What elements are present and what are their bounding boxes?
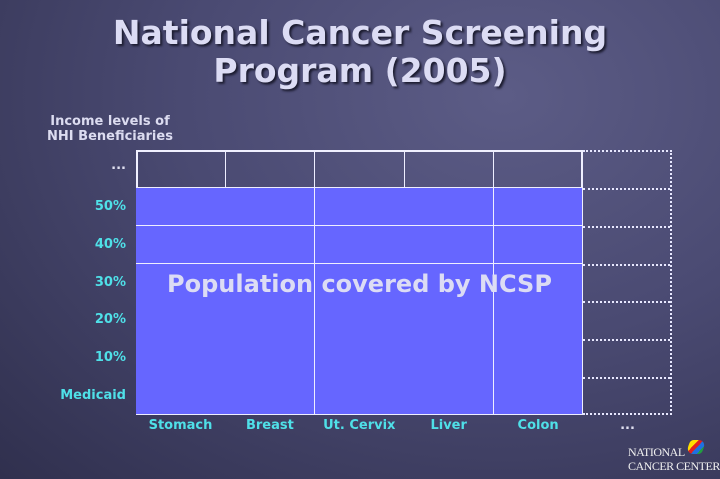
- uncovered-cell: [404, 150, 495, 189]
- covered-cell: [136, 225, 226, 265]
- covered-cell: [136, 301, 226, 340]
- uncovered-cell: [225, 150, 316, 189]
- national-cancer-center-logo: NATIONAL CANCER CENTER: [628, 445, 720, 473]
- covered-cell: [225, 263, 316, 302]
- y-axis-title-line-2: NHI Beneficiaries: [47, 129, 173, 144]
- title-line-1: National Cancer Screening: [112, 13, 608, 52]
- row-label: 30%: [94, 274, 126, 290]
- row-label: 10%: [94, 350, 126, 366]
- covered-cell: [136, 339, 226, 378]
- uncovered-cell: [314, 150, 405, 189]
- covered-cell: [314, 301, 405, 340]
- extension-row-line: [583, 225, 670, 228]
- extension-row-line: [583, 301, 670, 304]
- column-label: Breast: [245, 418, 294, 433]
- covered-cell: [404, 225, 495, 265]
- column-label: Stomach: [148, 418, 213, 433]
- uncovered-cell: [136, 150, 226, 189]
- slide-title: National Cancer Screening Program (2005): [0, 14, 720, 90]
- column-label: Ut. Cervix: [323, 418, 396, 433]
- logo-line-2: CANCER CENTER: [628, 459, 720, 473]
- row-label: Medicaid: [60, 388, 126, 404]
- coverage-grid: [136, 150, 583, 416]
- extension-row-line: [583, 339, 670, 342]
- title-line-2: Program (2005): [213, 51, 507, 90]
- column-label: ...: [620, 418, 635, 433]
- covered-cell: [314, 377, 405, 416]
- covered-cell: [404, 339, 495, 378]
- extension-row-line: [583, 377, 670, 380]
- covered-cell: [314, 187, 405, 227]
- covered-cell: [404, 301, 495, 340]
- extension-column: [583, 150, 672, 415]
- covered-cell: [493, 339, 583, 378]
- covered-cell: [314, 225, 405, 265]
- covered-cell: [136, 187, 226, 227]
- covered-cell: [225, 225, 316, 265]
- y-axis-title-line-1: Income levels of: [50, 114, 170, 129]
- row-label: ...: [111, 158, 126, 173]
- covered-cell: [404, 377, 495, 416]
- row-label: 20%: [94, 312, 126, 328]
- extension-row-line: [583, 263, 670, 266]
- covered-cell: [225, 339, 316, 378]
- row-label: 40%: [94, 236, 126, 252]
- column-label: Colon: [517, 418, 559, 433]
- covered-cell: [225, 301, 316, 340]
- row-label: 50%: [94, 198, 126, 214]
- covered-cell: [404, 187, 495, 227]
- covered-cell: [225, 187, 316, 227]
- covered-cell: [225, 377, 316, 416]
- covered-cell: [493, 225, 583, 265]
- covered-cell: [404, 263, 495, 302]
- covered-cell: [314, 339, 405, 378]
- covered-cell: [493, 187, 583, 227]
- extension-row-line: [583, 187, 670, 190]
- logo-line-1: NATIONAL: [628, 445, 685, 459]
- coverage-label: Population covered by NCSP: [167, 270, 552, 298]
- covered-cell: [314, 263, 405, 302]
- covered-cell: [136, 377, 226, 416]
- covered-cell: [493, 263, 583, 302]
- covered-cell: [493, 301, 583, 340]
- covered-cell: [493, 377, 583, 416]
- uncovered-cell: [493, 150, 583, 189]
- column-label: Liver: [430, 418, 467, 433]
- y-axis-title: Income levels of NHI Beneficiaries: [30, 114, 190, 144]
